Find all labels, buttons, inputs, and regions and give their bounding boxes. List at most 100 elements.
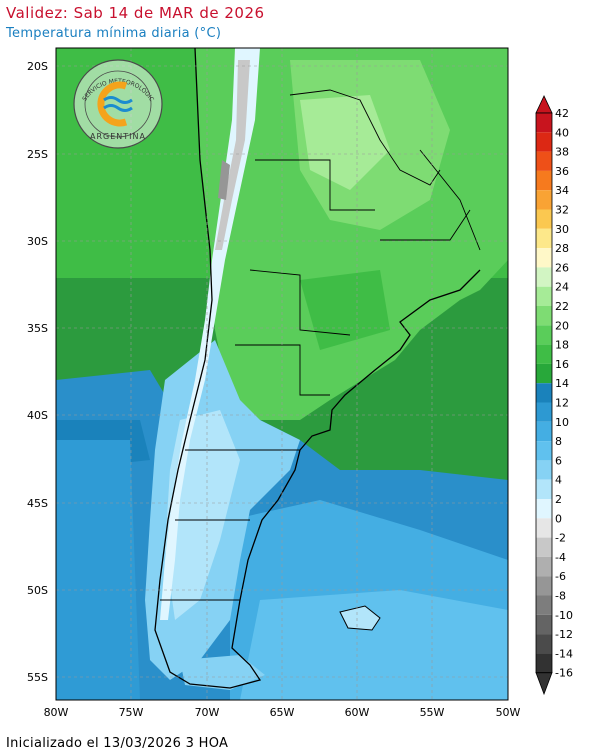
colorbar-top-arrow [535, 95, 553, 114]
map-frame [55, 47, 509, 701]
colorbar-label: -12 [555, 628, 573, 641]
colorbar-bin [536, 518, 552, 538]
andes-high-peaks [215, 60, 250, 250]
graticule [56, 48, 508, 700]
colorbar-label: 24 [555, 281, 569, 294]
colorbar-label: 36 [555, 165, 569, 178]
logo-sun-icon [97, 81, 128, 127]
colorbar-label: 12 [555, 397, 569, 410]
colorbar-label: 22 [555, 300, 569, 313]
colorbar-bin [536, 576, 552, 596]
colorbar-label: 0 [555, 512, 562, 525]
colorbar-bin [536, 441, 552, 461]
colorbar-bin [536, 209, 552, 229]
lat-label-50s: 50S [27, 584, 48, 597]
colorbar-bin [536, 344, 552, 364]
colorbar-bin [536, 306, 552, 326]
colorbar-label: 16 [555, 358, 569, 371]
pacific-south-field [56, 440, 140, 700]
lat-label-20s: 20S [27, 60, 48, 73]
colorbar-label: 14 [555, 377, 569, 390]
colorbar-bin [536, 151, 552, 171]
colorbar-bin [536, 325, 552, 345]
logo-wave-icon-2 [103, 104, 133, 112]
colorbar-label: 38 [555, 146, 569, 159]
colorbar-label: 32 [555, 204, 569, 217]
lon-label-60w: 60W [345, 706, 370, 719]
logo-outer-ring [73, 59, 163, 149]
colorbar-label: 42 [555, 107, 569, 120]
colorbar-bin [536, 499, 552, 519]
colorbar-bin [536, 132, 552, 152]
colorbar-label: -6 [555, 570, 566, 583]
colorbar-bin [536, 460, 552, 480]
colorbar-bin [536, 653, 552, 673]
validity-title: Validez: Sab 14 de MAR de 2026 [6, 4, 265, 22]
colorbar-bin [536, 190, 552, 210]
colorbar-bin [536, 363, 552, 384]
colorbar-bin [536, 267, 552, 287]
malvinas-islands [339, 605, 381, 631]
colorbar-bin [536, 113, 552, 133]
logo-inner-ring [84, 70, 152, 138]
colorbar-label: 40 [555, 126, 569, 139]
pampas-zone [300, 270, 390, 350]
initialized-footer: Inicializado el 13/03/2026 3 HOA [6, 736, 229, 751]
lat-label-55s: 55S [27, 671, 48, 684]
lon-label-50w: 50W [496, 706, 521, 719]
colorbar-bin [536, 595, 552, 615]
lon-label-80w: 80W [44, 706, 69, 719]
colorbar-label: 2 [555, 493, 562, 506]
lat-label-30s: 30S [27, 235, 48, 248]
colorbar-bin [536, 614, 552, 635]
colorbar-bin [536, 634, 552, 654]
colorbar-label: 10 [555, 416, 569, 429]
variable-subtitle: Temperatura mínima diaria (°C) [6, 26, 222, 41]
colorbar: 42 40 38 36 34 32 30 28 26 24 22 20 18 1… [535, 95, 573, 696]
andes-coldest-peaks [218, 160, 230, 200]
colorbar-bin [536, 537, 552, 557]
colorbar-bin [536, 383, 552, 403]
longitude-axis: 80W 75W 70W 65W 60W 55W 50W [44, 706, 521, 719]
colorbar-label: 18 [555, 339, 569, 352]
atlantic-far-south-field [240, 590, 508, 700]
colorbar-bin [536, 556, 552, 577]
lat-label-45s: 45S [27, 497, 48, 510]
colorbar-label: 6 [555, 454, 562, 467]
latitude-axis: 20S 25S 30S 35S 40S 45S 50S 55S [27, 60, 48, 684]
colorbar-bin [536, 248, 552, 268]
colorbar-bin [536, 286, 552, 306]
colorbar-label: 20 [555, 319, 569, 332]
lat-label-40s: 40S [27, 409, 48, 422]
colorbar-label: -16 [555, 667, 573, 680]
tierra-del-fuego [180, 655, 265, 690]
colorbar-label: 34 [555, 184, 569, 197]
colorbar-label: -8 [555, 590, 566, 603]
lon-label-70w: 70W [195, 706, 220, 719]
lon-label-65w: 65W [270, 706, 295, 719]
political-borders [160, 89, 481, 601]
lon-label-75w: 75W [119, 706, 144, 719]
colorbar-label: 8 [555, 435, 562, 448]
colorbar-label: 26 [555, 261, 569, 274]
colorbar-label: -2 [555, 532, 566, 545]
colorbar-bottom-arrow [535, 672, 553, 696]
colorbar-label: 28 [555, 242, 569, 255]
logo-wave-icon-1 [103, 96, 133, 104]
colorbar-label: -14 [555, 647, 573, 660]
colorbar-frame [535, 112, 553, 674]
colorbar-bin [536, 479, 552, 499]
logo-country: ARGENTINA [90, 132, 146, 141]
andes-cordillera [160, 48, 260, 620]
colorbar-bin [536, 421, 552, 442]
hot-interior-zone [300, 95, 390, 190]
colorbar-label: 30 [555, 223, 569, 236]
colorbar-bin [536, 170, 552, 191]
lat-label-35s: 35S [27, 322, 48, 335]
colorbar-bin [536, 228, 552, 249]
lon-label-55w: 55W [420, 706, 445, 719]
colorbar-bin [536, 402, 552, 422]
colorbar-label: -4 [555, 551, 566, 564]
colorbar-label: 4 [555, 474, 562, 487]
